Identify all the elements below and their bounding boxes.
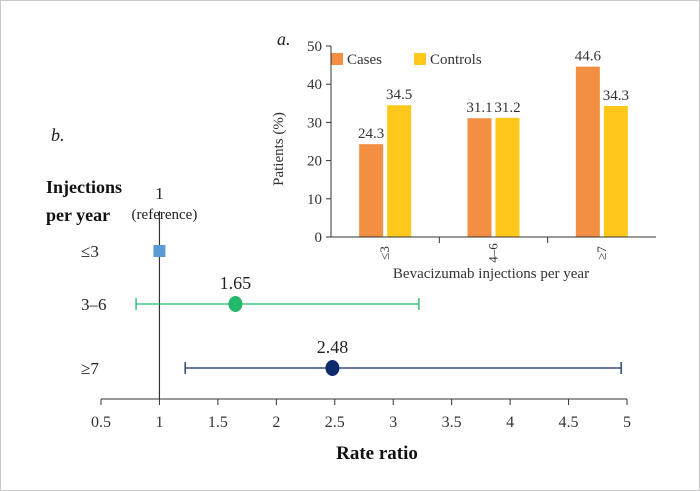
bar-chart-panel: a. Patients (%) Bevacizumab injections p… — [271, 29, 656, 282]
bar-x-tick-label: 4–6 — [486, 243, 501, 263]
reference-note: (reference) — [132, 207, 198, 223]
forest-x-tick-label: 1 — [155, 414, 163, 431]
bar-y-tick-label: 40 — [307, 77, 322, 93]
forest-x-tick-label: 4.5 — [559, 414, 579, 431]
bar-series: 24.3 31.1 44.6 34.5 31.2 34.3 — [358, 49, 629, 238]
forest-row-label: ≤3 — [81, 242, 99, 261]
legend-label-cases: Cases — [347, 52, 382, 68]
estimate-marker-circle — [325, 360, 340, 376]
forest-x-axis-label: Rate ratio — [336, 443, 418, 464]
forest-y-title-line1: Injections — [46, 177, 122, 197]
legend-swatch-cases — [331, 53, 343, 65]
panel-b-label: b. — [51, 125, 65, 145]
bar-y-tick-label: 10 — [307, 192, 322, 208]
estimate-marker-square — [153, 245, 166, 257]
bar-x-axis-label: Bevacizumab injections per year — [393, 266, 589, 282]
bar-value-label: 24.3 — [358, 126, 384, 142]
bar-x-tick-label: ≥7 — [594, 246, 609, 260]
forest-rows: ≤3 1 (reference) 3–6 1.65 ≥7 2.48 — [81, 184, 622, 378]
forest-x-tick-label: 4 — [506, 414, 514, 431]
bar-value-label: 31.1 — [466, 100, 492, 116]
forest-row-label: 3–6 — [81, 295, 107, 314]
bar-value-label: 34.5 — [386, 87, 412, 103]
bar-value-label: 31.2 — [494, 100, 520, 116]
forest-y-title-line2: per year — [46, 205, 110, 225]
bar-y-tick-label: 0 — [315, 230, 323, 246]
forest-x-tick-label: 2.5 — [325, 414, 345, 431]
forest-x-tick-label: 2 — [272, 414, 280, 431]
bar-y-tick-label: 20 — [307, 154, 322, 170]
bar-cases-3 — [575, 66, 600, 238]
estimate-marker-circle — [228, 296, 243, 312]
bar-controls-2 — [495, 117, 520, 237]
estimate-value-label: 1 — [155, 184, 164, 203]
forest-row-label: ≥7 — [81, 359, 99, 378]
panel-a-label: a. — [277, 29, 291, 49]
forest-x-tick-label: 3 — [389, 414, 397, 431]
forest-x-tick-label: 1.5 — [208, 414, 228, 431]
forest-axes: 0.5 1 1.5 2 2.5 3 3.5 4 4.5 5 — [91, 211, 631, 431]
bar-value-label: 34.3 — [603, 88, 629, 104]
forest-x-tick-label: 3.5 — [442, 414, 462, 431]
bar-cases-2 — [467, 118, 492, 237]
bar-value-label: 44.6 — [575, 49, 602, 65]
bar-y-tick-label: 50 — [307, 39, 322, 55]
estimate-value-label: 2.48 — [317, 337, 349, 357]
bar-x-tick-label: ≤3 — [377, 246, 392, 260]
forest-x-tick-label: 0.5 — [91, 414, 111, 431]
legend-label-controls: Controls — [430, 52, 482, 68]
legend-swatch-controls — [414, 53, 426, 65]
bar-controls-1 — [387, 105, 412, 238]
bar-legend: Cases Controls — [331, 52, 482, 68]
bar-axes: 0 10 20 30 40 50 ≤3 4–6 ≥7 — [307, 39, 656, 263]
bar-y-axis-label: Patients (%) — [271, 112, 287, 186]
forest-plot-panel: b. Injections per year Rate ratio 0.5 1 1.… — [46, 125, 631, 464]
bar-y-tick-label: 30 — [307, 115, 322, 131]
estimate-value-label: 1.65 — [220, 273, 252, 293]
forest-x-tick-label: 5 — [623, 414, 631, 431]
bar-controls-3 — [603, 105, 628, 237]
bar-cases-1 — [359, 144, 384, 237]
